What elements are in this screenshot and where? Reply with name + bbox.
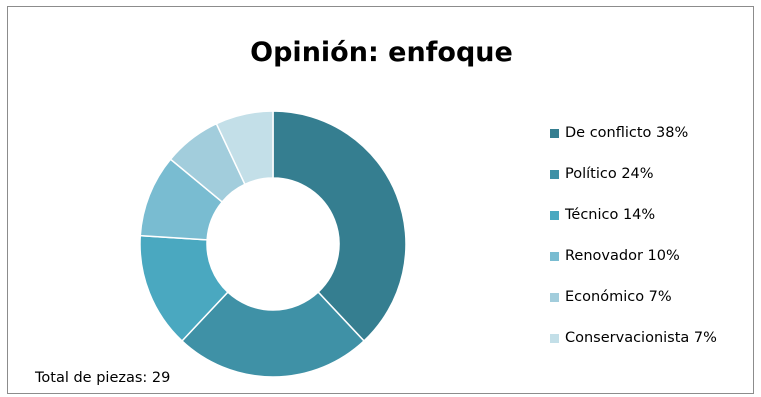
legend-label: Económico 7% [565, 289, 672, 305]
legend-label: Renovador 10% [565, 248, 680, 264]
legend-label: Conservacionista 7% [565, 330, 717, 346]
legend-label: De conflicto 38% [565, 125, 689, 141]
total-pieces-note: Total de piezas: 29 [35, 370, 171, 386]
chart-frame: Opinión: enfoque De conflicto 38% Políti… [7, 6, 754, 394]
legend-swatch [550, 169, 559, 179]
legend-item: Conservacionista 7% [550, 328, 717, 348]
donut-chart [139, 110, 407, 378]
legend-label: Técnico 14% [565, 207, 656, 223]
legend-swatch [550, 128, 559, 138]
legend-swatch [550, 210, 559, 220]
donut-slice-de-conflicto [272, 110, 407, 343]
legend-item: Técnico 14% [550, 205, 717, 225]
legend-item: Renovador 10% [550, 246, 717, 266]
legend-item: Político 24% [550, 164, 717, 184]
legend-swatch [550, 292, 559, 302]
chart-title: Opinión: enfoque [250, 37, 513, 68]
legend: De conflicto 38% Político 24% Técnico 14… [550, 123, 717, 369]
donut-slice-pol-tico [180, 291, 366, 378]
donut-slice-conservacionista [215, 110, 274, 186]
legend-label: Político 24% [565, 166, 654, 182]
legend-swatch [550, 251, 559, 261]
legend-item: Económico 7% [550, 287, 717, 307]
legend-item: De conflicto 38% [550, 123, 717, 143]
legend-swatch [550, 333, 559, 343]
